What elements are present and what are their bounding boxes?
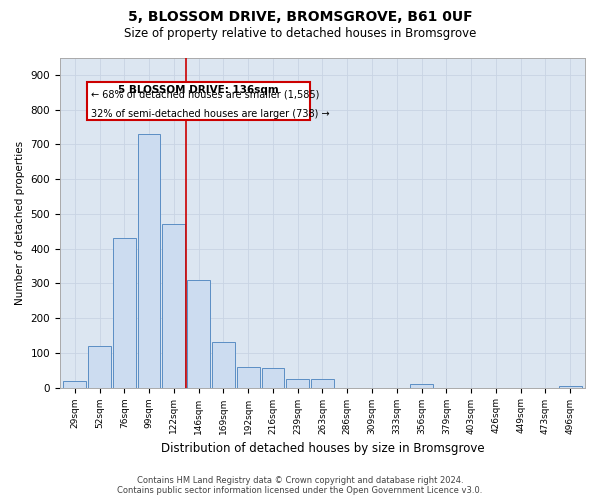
- Bar: [88, 346, 111, 388]
- Bar: [64, 382, 86, 388]
- Bar: [262, 368, 284, 388]
- Bar: [311, 379, 334, 388]
- Bar: [113, 238, 136, 388]
- Text: 5 BLOSSOM DRIVE: 136sqm: 5 BLOSSOM DRIVE: 136sqm: [118, 84, 279, 94]
- X-axis label: Distribution of detached houses by size in Bromsgrove: Distribution of detached houses by size …: [161, 442, 484, 455]
- Text: 5, BLOSSOM DRIVE, BROMSGROVE, B61 0UF: 5, BLOSSOM DRIVE, BROMSGROVE, B61 0UF: [128, 10, 472, 24]
- Text: Contains HM Land Registry data © Crown copyright and database right 2024.
Contai: Contains HM Land Registry data © Crown c…: [118, 476, 482, 495]
- Bar: [212, 342, 235, 388]
- Text: ← 68% of detached houses are smaller (1,585): ← 68% of detached houses are smaller (1,…: [91, 90, 319, 100]
- Bar: [137, 134, 160, 388]
- Bar: [286, 379, 309, 388]
- Bar: [187, 280, 210, 388]
- Text: Size of property relative to detached houses in Bromsgrove: Size of property relative to detached ho…: [124, 28, 476, 40]
- Bar: [410, 384, 433, 388]
- Y-axis label: Number of detached properties: Number of detached properties: [15, 140, 25, 304]
- Bar: [237, 366, 260, 388]
- Bar: [163, 224, 185, 388]
- Text: 32% of semi-detached houses are larger (738) →: 32% of semi-detached houses are larger (…: [91, 108, 329, 118]
- Bar: [559, 386, 581, 388]
- FancyBboxPatch shape: [87, 82, 310, 120]
